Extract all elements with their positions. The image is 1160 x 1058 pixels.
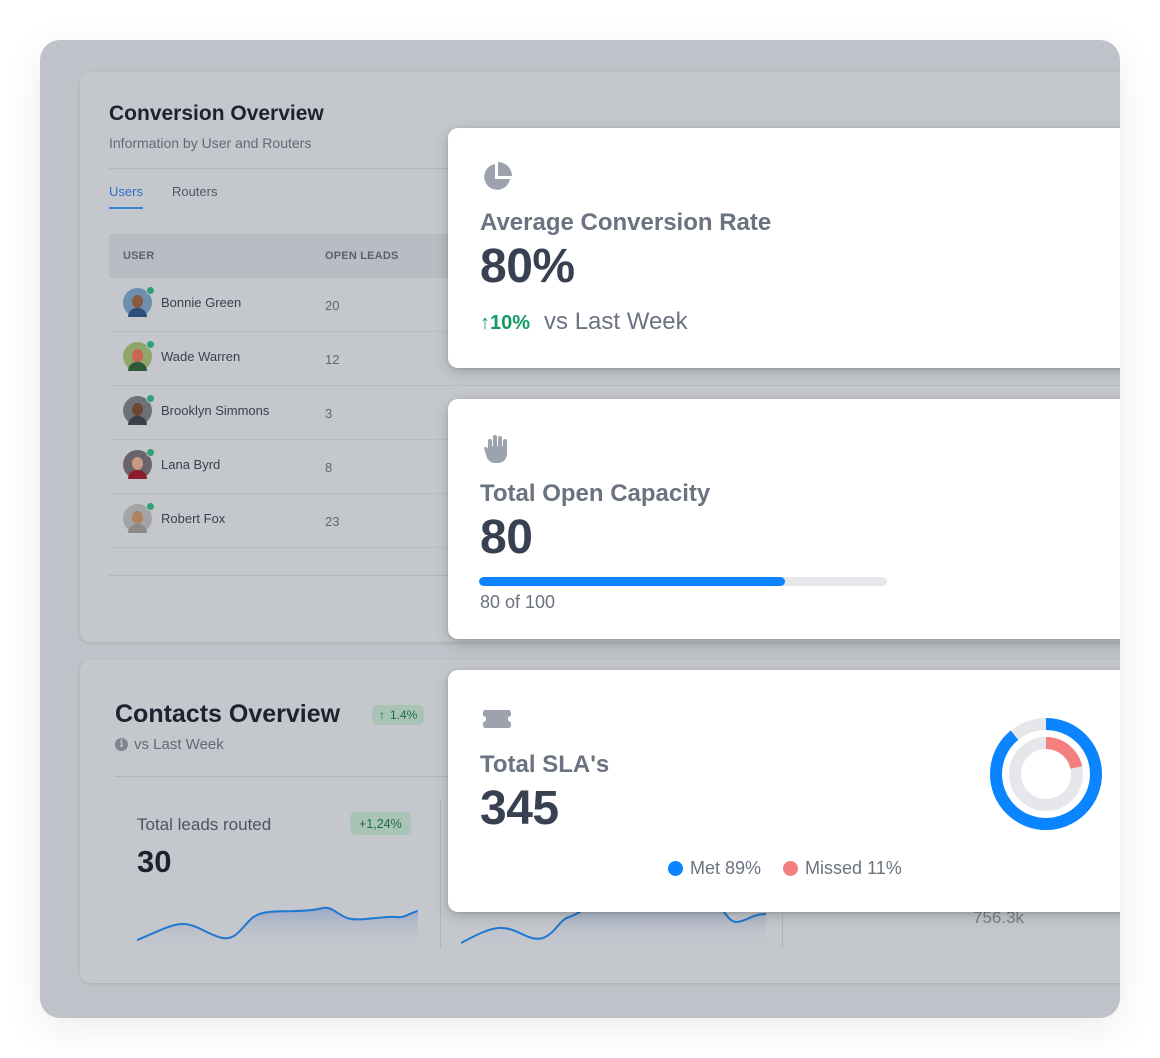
progress-text: 80 of 100 [480, 592, 556, 612]
trend-indicator: ↑10% vs Last Week [480, 308, 688, 336]
arrow-up-icon: ↑ [480, 312, 490, 334]
total-sla-card[interactable]: Total SLA's 345 Met 89% Missed 11% [448, 670, 1120, 912]
user-cell: Lana Byrd [109, 448, 325, 479]
conversion-overview-title: Conversion Overview [109, 102, 324, 125]
average-conversion-rate-card[interactable]: Average Conversion Rate 80% ↑10% vs Last… [448, 128, 1120, 368]
avatar [123, 286, 155, 317]
card-value: 345 [480, 782, 559, 835]
ticket-icon [483, 710, 511, 728]
card-label: Total Open Capacity [480, 480, 711, 507]
legend-item-met[interactable]: Met 89% [668, 858, 761, 879]
total-open-capacity-card[interactable]: Total Open Capacity 80 80 of 100 [448, 399, 1120, 639]
user-name: Wade Warren [161, 349, 241, 364]
open-leads-value: 20 [325, 298, 340, 313]
online-status-dot [146, 286, 155, 295]
table-row[interactable]: Wade Warren 12 [109, 332, 1120, 386]
avatar [123, 502, 155, 533]
avatar [123, 448, 155, 479]
user-cell: Brooklyn Simmons [109, 394, 325, 425]
open-leads-value: 8 [325, 460, 333, 475]
capacity-progress-bar [479, 577, 887, 586]
column-header-user[interactable]: USER [123, 250, 155, 262]
conversion-tabs: Users Routers [109, 184, 217, 209]
stat-value: 756.3k [973, 908, 1025, 927]
app-frame: Conversion Overview Information by User … [40, 40, 1120, 1018]
trend-text: vs Last Week [544, 308, 688, 335]
stat-value: 30 [137, 844, 172, 879]
legend-item-missed[interactable]: Missed 11% [783, 858, 902, 879]
tab-users[interactable]: Users [109, 184, 143, 209]
conversion-overview-subtitle: Information by User and Routers [109, 135, 312, 151]
stat-label: Total leads routed [137, 815, 272, 834]
sla-legend: Met 89% Missed 11% [668, 858, 902, 879]
user-name: Brooklyn Simmons [161, 403, 270, 418]
card-label: Total SLA's [480, 751, 610, 778]
online-status-dot [146, 448, 155, 457]
pie-chart-icon [484, 162, 512, 190]
user-cell: Robert Fox [109, 502, 325, 533]
legend-dot [668, 861, 683, 876]
card-label: Average Conversion Rate [480, 209, 772, 236]
online-status-dot [146, 502, 155, 511]
user-name: Lana Byrd [161, 457, 221, 472]
stat-change-badge: +1,24% [350, 812, 411, 835]
info-icon[interactable]: i [115, 738, 128, 751]
trend-percent: 10% [490, 312, 531, 334]
user-name: Bonnie Green [161, 295, 242, 310]
column-header-open-leads[interactable]: OPEN LEADS [325, 250, 399, 262]
arrow-up-icon: ↑ [379, 708, 385, 722]
stat-total-leads-routed: Total leads routed +1,24% 30 [115, 800, 420, 950]
avatar [123, 340, 155, 371]
hand-icon [484, 435, 507, 463]
contacts-overview-title: Contacts Overview [115, 700, 341, 728]
online-status-dot [146, 394, 155, 403]
contacts-overview-subtitle: i vs Last Week [115, 736, 224, 753]
sla-donut-chart [990, 718, 1102, 830]
user-cell: Bonnie Green [109, 286, 325, 317]
tab-routers[interactable]: Routers [171, 184, 218, 199]
card-value: 80 [480, 511, 533, 564]
progress-fill [479, 577, 785, 586]
avatar [123, 394, 155, 425]
user-name: Robert Fox [161, 511, 226, 526]
user-cell: Wade Warren [109, 340, 325, 371]
change-badge: ↑ 1.4% [372, 705, 425, 725]
card-value: 80% [480, 240, 575, 293]
legend-dot [783, 861, 799, 876]
open-leads-value: 3 [325, 406, 333, 421]
sparkline-chart [136, 906, 418, 950]
open-leads-value: 23 [325, 514, 340, 529]
open-leads-value: 12 [325, 352, 340, 367]
online-status-dot [146, 340, 155, 349]
